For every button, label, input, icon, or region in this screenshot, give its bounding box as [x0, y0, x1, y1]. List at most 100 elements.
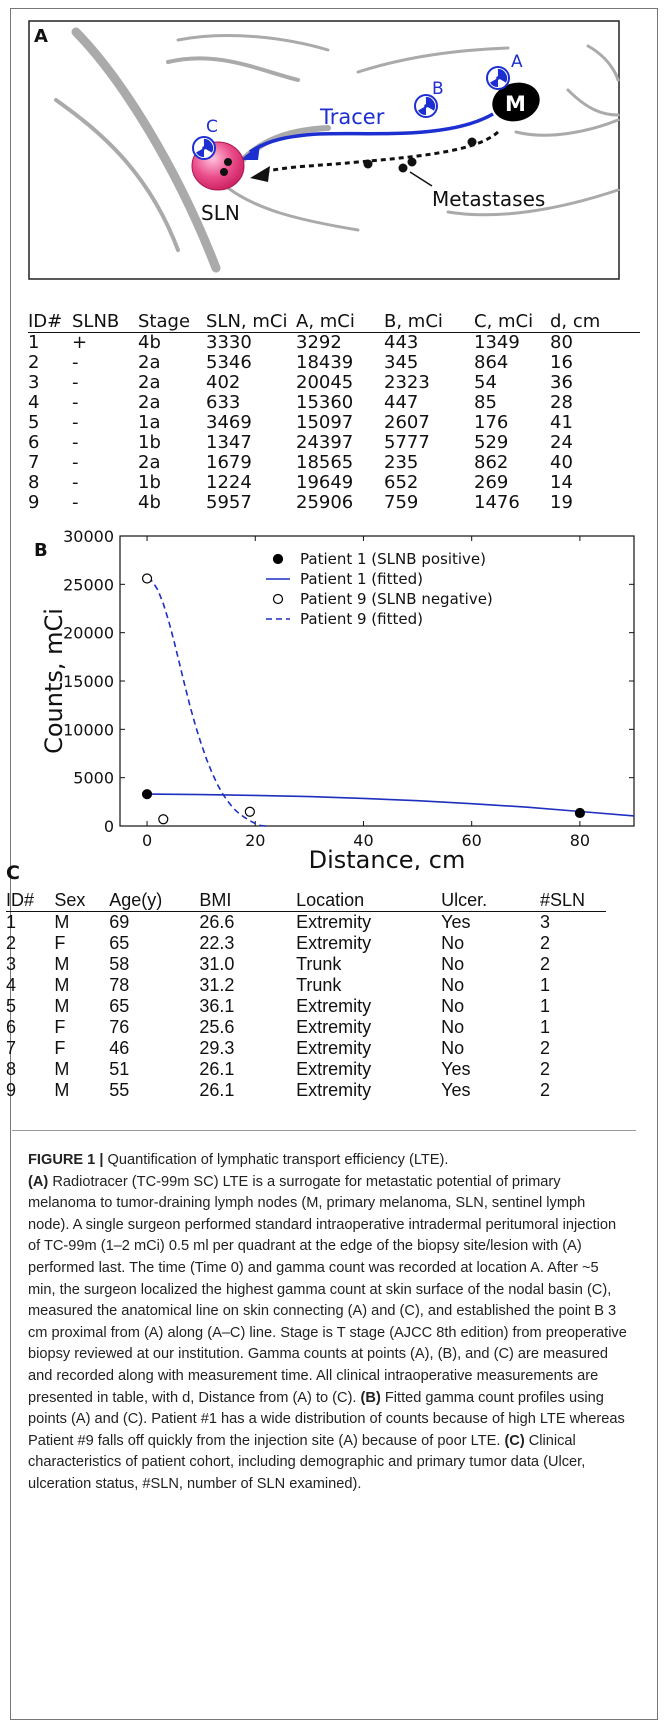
- column-header: Age(y): [109, 890, 200, 912]
- x-axis-label: Distance, cm: [309, 846, 466, 870]
- table-cell: No: [441, 1038, 465, 1058]
- table-cell: 65: [109, 933, 130, 953]
- column-header: C, mCi: [474, 312, 550, 333]
- table-cell: M: [54, 1080, 70, 1100]
- table-cell: -: [72, 392, 79, 413]
- series-layer: [141, 573, 635, 827]
- primary-melanoma: [492, 82, 540, 122]
- legend-entry: Patient 1 (SLNB positive): [300, 550, 486, 568]
- table-cell: 1b: [138, 472, 161, 493]
- table-cell: 46: [109, 1038, 130, 1058]
- table-cell: 36: [550, 372, 573, 393]
- table-cell: 2a: [138, 452, 161, 473]
- table-cell: 22.3: [199, 933, 235, 953]
- table-cell: 2a: [138, 352, 161, 373]
- measurement-row: 9 - 4b 5957 25906 759 1476 19: [28, 493, 640, 513]
- table-cell: 1476: [474, 492, 520, 513]
- table-cell: 1224: [206, 472, 252, 493]
- tracer-label: Tracer: [319, 105, 385, 129]
- table-cell: 6: [28, 432, 40, 453]
- y-tick-label: 10000: [63, 720, 114, 739]
- schematic-svg: Tracer Metastases M: [28, 20, 620, 280]
- table-cell: 862: [474, 452, 509, 473]
- tracer-path: [249, 112, 494, 154]
- table-cell: 41: [550, 412, 573, 433]
- table-cell: No: [441, 933, 465, 953]
- caption-b-text: Fitted gamma count profiles using points…: [28, 1389, 625, 1449]
- column-header: #SLN: [540, 890, 606, 912]
- table-cell: Yes: [441, 912, 471, 932]
- patient-row: 3 M 58 31.0 Trunk No 2: [6, 954, 606, 975]
- table-cell: 529: [474, 432, 509, 453]
- table-cell: 1: [540, 1017, 551, 1037]
- patient-9-point: [244, 806, 255, 817]
- column-header: Stage: [138, 312, 206, 333]
- metastases-label: Metastases: [432, 187, 545, 211]
- table-cell: 19: [550, 492, 573, 513]
- table-cell: M: [54, 1059, 70, 1079]
- patient-1-point: [574, 807, 585, 819]
- measurement-row: 5 - 1a 3469 15097 2607 176 41: [28, 413, 640, 433]
- radiation-icon: [414, 94, 438, 118]
- primary-melanoma-label: M: [505, 92, 526, 116]
- column-header: ID#: [6, 890, 55, 912]
- table-cell: Trunk: [296, 975, 342, 995]
- table-cell: Yes: [441, 1059, 471, 1079]
- point-b-label: B: [432, 79, 444, 99]
- table-cell: 1a: [138, 412, 161, 433]
- table-cell: 20045: [296, 372, 354, 393]
- table-cell: 8: [28, 472, 40, 493]
- characteristics-header-row: ID# Sex Age(y) BMI Location Ulcer. #SLN: [6, 890, 606, 912]
- table-cell: 2a: [138, 392, 161, 413]
- table-cell: No: [441, 975, 465, 995]
- table-cell: 9: [28, 492, 40, 513]
- table-cell: 1: [28, 332, 40, 353]
- y-tick-label: 25000: [63, 575, 114, 594]
- legend-entry: Patient 1 (fitted): [300, 570, 423, 588]
- table-cell: 3: [540, 912, 551, 932]
- table-cell: 31.2: [199, 975, 235, 995]
- table-cell: 25.6: [199, 1017, 235, 1037]
- table-cell: 51: [109, 1059, 130, 1079]
- table-cell: F: [54, 933, 66, 953]
- tracer-arrowhead: [240, 144, 260, 160]
- table-cell: Trunk: [296, 954, 342, 974]
- patient-row: 2 F 65 22.3 Extremity No 2: [6, 933, 606, 954]
- patient-characteristics-table: ID# Sex Age(y) BMI Location Ulcer. #SLN …: [6, 890, 606, 1101]
- table-cell: +: [72, 332, 88, 353]
- y-axis-label: Counts, mCi: [40, 608, 68, 754]
- table-cell: 2323: [384, 372, 430, 393]
- table-cell: Extremity: [296, 933, 372, 953]
- patient-1-point: [141, 789, 153, 800]
- measurement-row: 3 - 2a 402 20045 2323 54 36: [28, 373, 640, 393]
- measurements-body: 1 +4b 3330 3292 443 1349 80 2-2a 5346 18439 345 864…: [28, 333, 640, 514]
- table-cell: 58: [109, 954, 130, 974]
- table-cell: 7: [28, 452, 40, 473]
- x-axis-ticks: 0 20 40 60 80: [142, 536, 590, 850]
- table-cell: 55: [109, 1080, 130, 1100]
- table-cell: 40: [550, 452, 573, 473]
- table-cell: No: [441, 1017, 465, 1037]
- table-cell: 2607: [384, 412, 430, 433]
- table-cell: 18439: [296, 352, 354, 373]
- legend-entry: Patient 9 (fitted): [300, 610, 423, 628]
- table-cell: 1: [540, 996, 551, 1016]
- column-header: SLNB: [72, 312, 138, 333]
- x-tick-label: 40: [353, 831, 373, 850]
- y-tick-label: 20000: [63, 624, 114, 643]
- table-cell: Extremity: [296, 1059, 372, 1079]
- table-cell: No: [441, 954, 465, 974]
- table-cell: 443: [384, 332, 419, 353]
- table-cell: -: [72, 372, 79, 393]
- radiation-icon: [486, 66, 510, 90]
- caption-figure-label: FIGURE 1 |: [28, 1152, 104, 1168]
- caption-c-text: Clinical characteristics of patient coho…: [28, 1432, 586, 1492]
- x-tick-label: 80: [570, 831, 590, 850]
- column-header: d, cm: [550, 312, 640, 333]
- table-cell: 26.6: [199, 912, 235, 932]
- column-header: B, mCi: [384, 312, 474, 333]
- table-cell: Extremity: [296, 996, 372, 1016]
- schematic-border: [28, 20, 620, 280]
- table-cell: 2a: [138, 372, 161, 393]
- table-cell: M: [54, 975, 70, 995]
